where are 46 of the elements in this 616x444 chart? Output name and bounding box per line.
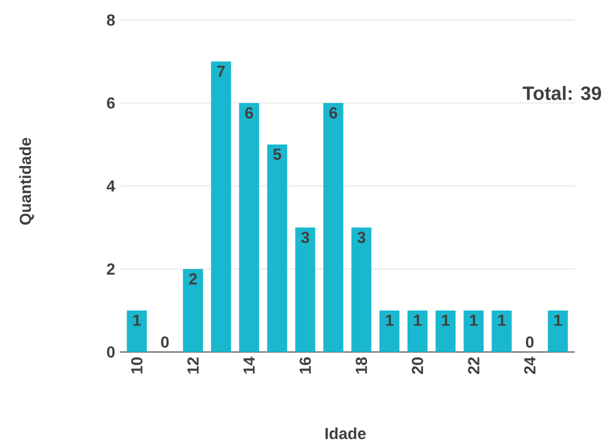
bar [436,310,456,352]
y-tick-label: 8 [106,14,115,26]
bar [351,228,372,352]
bar [239,103,260,352]
bar [267,144,288,352]
bar [464,310,484,352]
bar [182,269,203,352]
data-label: 1 [554,314,562,326]
data-label: 1 [442,314,450,326]
x-tick-label: 10 [131,357,142,374]
x-tick-label: 22 [468,357,480,374]
annotation: Total: 39 [522,86,602,100]
data-label: 1 [498,314,506,326]
bar [492,310,512,352]
data-label: 6 [245,107,253,119]
data-label: 1 [386,314,394,326]
data-label: 2 [189,273,197,284]
data-label: 0 [161,336,169,348]
x-tick-label: 18 [356,357,368,374]
y-tick-label: 4 [106,180,116,192]
y-tick-label: 6 [106,97,115,109]
bar [295,228,316,352]
y-tick-label: 0 [107,346,115,358]
data-label: 6 [329,107,338,119]
x-tick-label: 12 [187,357,199,374]
bar [323,103,344,352]
x-tick-label: 16 [300,357,311,374]
y-axis-title: Quantidade [19,138,34,225]
data-label: 1 [133,314,141,326]
data-label: 5 [273,148,282,160]
data-label: 3 [301,232,310,244]
bar [126,310,147,352]
bar [211,62,232,352]
data-label: 0 [526,336,534,348]
data-label: 7 [217,66,225,77]
x-tick-label: 14 [244,356,255,374]
bar [548,310,568,352]
data-label: 3 [357,232,366,244]
data-label: 1 [470,314,478,326]
bar [408,310,428,352]
data-label: 1 [414,314,422,326]
x-axis-title: Idade [326,427,366,440]
y-tick-label: 2 [106,263,115,275]
x-tick-label: 24 [524,356,536,374]
bar [379,310,400,352]
x-tick-label: 20 [412,357,424,374]
